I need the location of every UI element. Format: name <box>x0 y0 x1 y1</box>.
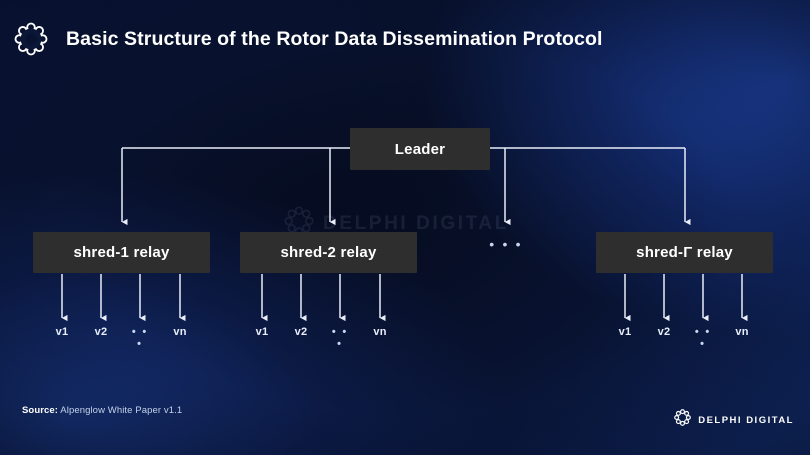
node-shred-gamma-relay[interactable]: shred-Γ relay <box>596 232 773 273</box>
validator-label-r2-v2: v2 <box>294 326 308 338</box>
validator-label-r1-v2: v2 <box>94 326 108 338</box>
validator-label-r1-ellipsis: • • • <box>131 326 149 350</box>
validator-label-r1-v1: v1 <box>55 326 69 338</box>
brand-label: DELPHI DIGITAL <box>698 414 794 426</box>
slide-header: Basic Structure of the Rotor Data Dissem… <box>14 22 603 56</box>
page-title: Basic Structure of the Rotor Data Dissem… <box>66 27 603 50</box>
node-shred-2-relay[interactable]: shred-2 relay <box>240 232 417 273</box>
delphi-ring-icon <box>674 409 692 431</box>
relay-ellipsis: • • • <box>489 236 523 252</box>
node-shred-1-relay-label: shred-1 relay <box>73 244 170 261</box>
node-leader[interactable]: Leader <box>350 128 490 170</box>
node-leader-label: Leader <box>394 140 446 158</box>
validator-label-r1-vn: vn <box>173 326 187 338</box>
validator-label-r3-ellipsis: • • • <box>694 326 712 350</box>
validator-label-r2-vn: vn <box>373 326 387 338</box>
delphi-ring-icon <box>14 22 48 56</box>
validator-label-r2-ellipsis: • • • <box>331 326 349 350</box>
node-shred-gamma-relay-label: shred-Γ relay <box>636 244 733 261</box>
node-shred-2-relay-label: shred-2 relay <box>280 244 377 261</box>
validator-label-r3-vn: vn <box>735 326 749 338</box>
source-prefix: Source: <box>22 405 59 416</box>
node-shred-1-relay[interactable]: shred-1 relay <box>33 232 210 273</box>
validator-label-r2-v1: v1 <box>255 326 269 338</box>
validator-label-r3-v1: v1 <box>618 326 632 338</box>
source-caption: Source: Alpenglow White Paper v1.1 <box>22 405 182 416</box>
source-text: Alpenglow White Paper v1.1 <box>58 405 183 416</box>
validator-label-r3-v2: v2 <box>657 326 671 338</box>
brand-mark: DELPHI DIGITAL <box>674 409 794 431</box>
